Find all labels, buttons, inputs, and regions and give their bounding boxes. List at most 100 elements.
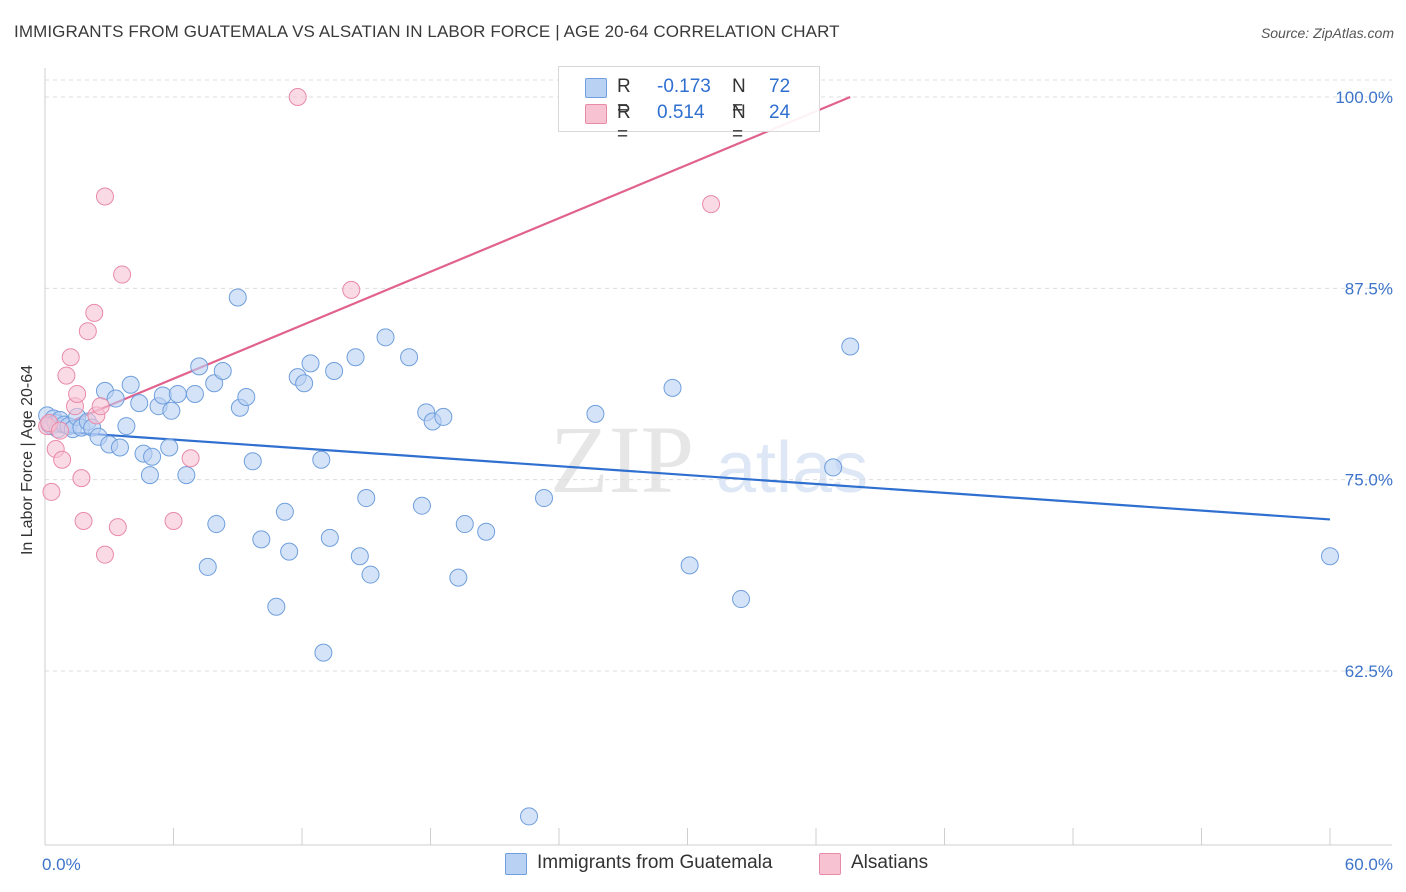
point-guatemala bbox=[295, 374, 314, 393]
point-guatemala bbox=[243, 452, 262, 471]
point-guatemala bbox=[267, 597, 286, 616]
point-alsatian bbox=[342, 280, 361, 299]
legend-r-label: R = bbox=[617, 102, 631, 145]
point-guatemala bbox=[130, 394, 149, 413]
point-guatemala bbox=[314, 643, 333, 662]
point-guatemala bbox=[110, 438, 129, 457]
point-alsatian bbox=[91, 397, 110, 416]
point-guatemala bbox=[1321, 547, 1339, 566]
bottom-legend-label: Alsatians bbox=[851, 852, 929, 873]
point-alsatian bbox=[164, 511, 183, 530]
point-guatemala bbox=[252, 530, 271, 549]
data-points bbox=[38, 88, 1339, 826]
point-alsatian bbox=[288, 88, 307, 106]
point-alsatian bbox=[68, 384, 87, 403]
point-guatemala bbox=[140, 466, 159, 485]
point-guatemala bbox=[213, 361, 232, 380]
point-alsatian bbox=[42, 482, 61, 501]
point-guatemala bbox=[280, 542, 299, 561]
point-guatemala bbox=[477, 522, 496, 541]
point-alsatian bbox=[78, 322, 97, 341]
point-alsatian bbox=[702, 195, 721, 214]
trend-lines bbox=[44, 95, 1331, 521]
point-guatemala bbox=[228, 288, 247, 307]
point-guatemala bbox=[357, 489, 376, 508]
trend-line-guatemala bbox=[44, 429, 1331, 521]
point-guatemala bbox=[376, 328, 395, 347]
point-alsatian bbox=[72, 469, 91, 488]
point-guatemala bbox=[680, 556, 699, 575]
y-tick-label: 62.5% bbox=[1345, 662, 1393, 681]
point-guatemala bbox=[117, 417, 136, 436]
point-alsatian bbox=[74, 511, 93, 530]
correlation-legend: R = -0.173 N = 72 R = 0.514 N = 24 bbox=[558, 66, 820, 145]
point-alsatian bbox=[57, 366, 76, 385]
point-guatemala bbox=[121, 375, 140, 394]
legend-n-label: N = bbox=[732, 102, 746, 145]
point-alsatian bbox=[85, 303, 104, 322]
point-guatemala bbox=[455, 515, 474, 534]
legend-n-value: 72 bbox=[769, 76, 791, 97]
gridlines bbox=[45, 79, 1392, 672]
axes bbox=[44, 68, 1392, 846]
point-guatemala bbox=[160, 438, 179, 457]
point-alsatian bbox=[108, 518, 127, 537]
point-guatemala bbox=[162, 401, 181, 420]
trend-line-alsatians bbox=[44, 95, 851, 434]
point-alsatian bbox=[50, 421, 69, 440]
point-guatemala bbox=[301, 354, 320, 373]
y-tick-label: 75.0% bbox=[1345, 471, 1393, 490]
point-alsatian bbox=[53, 450, 72, 469]
point-guatemala bbox=[535, 489, 554, 508]
point-guatemala bbox=[361, 565, 380, 584]
point-guatemala bbox=[520, 807, 539, 826]
point-guatemala bbox=[143, 447, 162, 466]
point-guatemala bbox=[205, 374, 224, 393]
point-guatemala bbox=[350, 547, 369, 566]
point-guatemala bbox=[400, 348, 419, 367]
point-alsatian bbox=[95, 187, 114, 206]
point-guatemala bbox=[198, 557, 217, 576]
legend-n-label: N = bbox=[732, 76, 746, 119]
x-tick-label: 0.0% bbox=[42, 855, 81, 874]
source-credit: Source: ZipAtlas.com bbox=[1260, 25, 1394, 41]
point-guatemala bbox=[168, 384, 187, 403]
tick-labels: 100.0% 87.5% 75.0% 62.5% 0.0% 60.0% bbox=[42, 88, 1393, 874]
watermark: ZIP atlas bbox=[550, 406, 868, 513]
point-guatemala bbox=[434, 407, 453, 426]
y-tick-label: 87.5% bbox=[1345, 279, 1393, 298]
bottom-legend-swatch-blue bbox=[505, 853, 527, 875]
point-guatemala bbox=[207, 515, 226, 534]
point-guatemala bbox=[449, 568, 468, 587]
point-guatemala bbox=[320, 528, 339, 547]
chart-title: IMMIGRANTS FROM GUATEMALA VS ALSATIAN IN… bbox=[14, 22, 840, 41]
point-alsatian bbox=[113, 265, 132, 284]
watermark-atlas: atlas bbox=[716, 428, 868, 508]
legend-r-value: 0.514 bbox=[657, 102, 705, 123]
point-guatemala bbox=[237, 388, 256, 407]
point-guatemala bbox=[106, 389, 125, 408]
point-guatemala bbox=[824, 458, 843, 477]
point-guatemala bbox=[185, 384, 204, 403]
legend-r-value: -0.173 bbox=[657, 76, 711, 97]
legend-swatch-pink bbox=[585, 104, 607, 124]
point-alsatian bbox=[61, 348, 80, 367]
point-guatemala bbox=[312, 450, 331, 469]
point-guatemala bbox=[663, 378, 682, 397]
point-guatemala bbox=[190, 357, 209, 376]
x-tick-label: 60.0% bbox=[1345, 855, 1393, 874]
point-guatemala bbox=[275, 502, 294, 521]
point-guatemala bbox=[153, 386, 172, 405]
point-alsatian bbox=[181, 449, 200, 468]
point-guatemala bbox=[177, 466, 196, 485]
legend-r-label: R = bbox=[617, 76, 631, 119]
bottom-legend-swatch-pink bbox=[819, 853, 841, 875]
watermark-zip: ZIP bbox=[550, 406, 694, 513]
point-guatemala bbox=[841, 337, 860, 356]
legend-n-value: 24 bbox=[769, 102, 791, 123]
point-guatemala bbox=[325, 361, 344, 380]
point-guatemala bbox=[346, 348, 365, 367]
bottom-legend-label: Immigrants from Guatemala bbox=[537, 852, 773, 873]
point-alsatian bbox=[95, 545, 114, 564]
